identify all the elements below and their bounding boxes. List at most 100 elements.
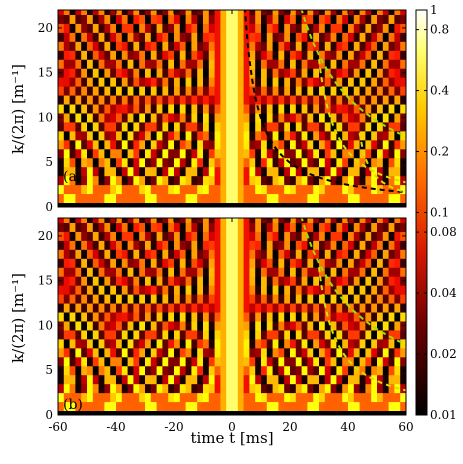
heatmap-cell <box>174 139 181 150</box>
heatmap-cell <box>116 365 123 376</box>
heatmap-cell <box>319 383 326 394</box>
heatmap-cell <box>150 249 158 259</box>
heatmap-cell <box>388 10 395 15</box>
heatmap-cell <box>290 267 297 277</box>
heatmap-cell <box>377 77 384 87</box>
heatmap-cell <box>359 294 366 304</box>
heatmap-cell <box>365 285 372 295</box>
heatmap-cell <box>116 121 123 132</box>
heatmap-cell <box>185 392 192 403</box>
heatmap-cell <box>342 374 349 385</box>
y-tick-label: 0 <box>45 408 53 422</box>
heatmap-cell <box>400 104 406 114</box>
heatmap-cell <box>162 347 169 358</box>
heatmap-cell <box>353 285 361 295</box>
heatmap-cell <box>121 41 129 51</box>
heatmap-cell <box>226 175 233 186</box>
heatmap-cell <box>324 338 332 349</box>
heatmap-cell <box>162 139 169 150</box>
heatmap-cell <box>174 320 181 331</box>
heatmap-cell <box>150 104 158 114</box>
heatmap-cell <box>400 175 406 186</box>
heatmap-cell <box>290 10 297 15</box>
heatmap-cell <box>203 392 210 403</box>
heatmap-cell <box>307 166 314 177</box>
heatmap-cell <box>377 104 384 114</box>
heatmap-cell <box>261 104 268 114</box>
heatmap-cell <box>365 112 372 123</box>
heatmap-cell <box>214 383 221 394</box>
heatmap-cell <box>336 249 343 259</box>
heatmap-cell <box>139 285 146 295</box>
heatmap-cell <box>98 121 105 132</box>
heatmap-cell <box>168 157 175 168</box>
heatmap-cell <box>284 258 291 268</box>
heatmap-cell <box>110 356 117 367</box>
heatmap-cell <box>127 77 134 87</box>
heatmap-cell <box>162 365 169 376</box>
heatmap-cell <box>110 374 117 385</box>
heatmap-cell <box>214 68 221 78</box>
heatmap-cell <box>156 383 163 394</box>
heatmap-cell <box>295 312 303 322</box>
heatmap-cell <box>330 249 337 259</box>
colorbar-tick-label: 0.4 <box>430 84 449 98</box>
heatmap-cell <box>139 77 146 87</box>
heatmap-cell <box>75 303 82 313</box>
heatmap-cell <box>272 32 279 42</box>
heatmap-cell <box>110 10 117 15</box>
heatmap-cell <box>133 50 140 60</box>
heatmap-cell <box>121 303 129 313</box>
heatmap-cell <box>255 249 262 259</box>
heatmap-cell <box>388 329 395 340</box>
heatmap-cell <box>127 14 134 24</box>
heatmap-cell <box>307 112 314 123</box>
heatmap-cell <box>110 86 117 96</box>
heatmap-cell <box>301 148 308 159</box>
heatmap-cell <box>377 276 384 286</box>
heatmap-cell <box>197 267 204 277</box>
heatmap-cell <box>104 276 111 286</box>
heatmap-cell <box>232 294 239 304</box>
heatmap-cell <box>400 148 406 159</box>
heatmap-cell <box>353 401 361 412</box>
heatmap-cell <box>249 294 256 304</box>
heatmap-cell <box>185 184 192 195</box>
heatmap-cell <box>388 383 395 394</box>
heatmap-cell <box>150 32 158 42</box>
heatmap-cell <box>145 148 152 159</box>
heatmap-cell <box>162 50 169 60</box>
heatmap-cell <box>266 86 274 96</box>
heatmap-cell <box>272 193 279 204</box>
heatmap-cell <box>377 130 384 141</box>
heatmap-cell <box>208 41 216 51</box>
heatmap-cell <box>284 77 291 87</box>
heatmap-cell <box>290 59 297 69</box>
heatmap-cell <box>197 320 204 331</box>
heatmap-cell <box>92 329 100 340</box>
heatmap-cell <box>278 157 285 168</box>
heatmap-cell <box>92 139 100 150</box>
heatmap-cell <box>87 23 94 33</box>
colorbar-tick-label: 0.2 <box>430 145 449 159</box>
heatmap-cell <box>174 347 181 358</box>
heatmap-cell <box>145 258 152 268</box>
heatmap-cell <box>388 392 395 403</box>
heatmap-cell <box>69 95 76 105</box>
heatmap-cell <box>110 294 117 304</box>
heatmap-cell <box>127 285 134 295</box>
heatmap-cell <box>255 401 262 412</box>
heatmap-cell <box>191 392 198 403</box>
heatmap-cell <box>110 193 117 204</box>
heatmap-cell <box>261 112 268 123</box>
heatmap-cell <box>87 112 94 123</box>
heatmap-cell <box>295 218 303 223</box>
heatmap-cell <box>307 258 314 268</box>
heatmap-cell <box>208 338 216 349</box>
heatmap-cell <box>278 303 285 313</box>
heatmap-cell <box>191 267 198 277</box>
heatmap-cell <box>133 374 140 385</box>
heatmap-cell <box>179 249 187 259</box>
heatmap-cell <box>290 401 297 412</box>
heatmap-cell <box>81 148 88 159</box>
